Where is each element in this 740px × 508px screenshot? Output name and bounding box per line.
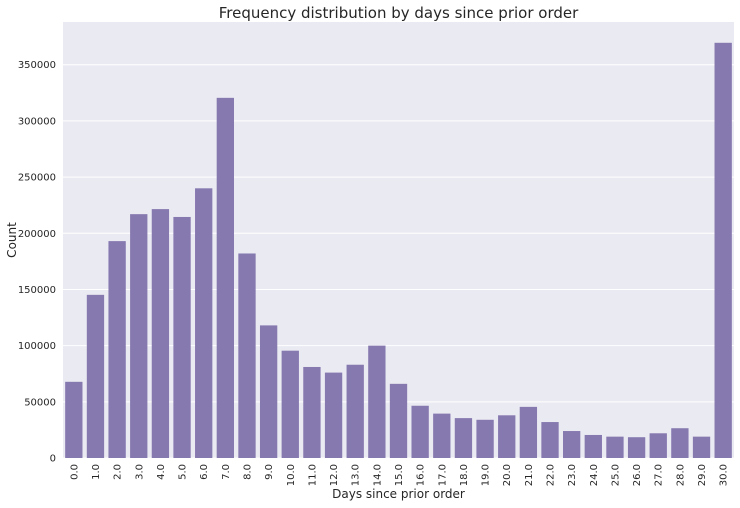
bar-12.0 — [324, 372, 343, 458]
x-tick-label: 9.0 — [264, 464, 275, 480]
y-axis-ticks: 0 50000 100000 150000 200000 250000 300000 3500… — [18, 60, 56, 464]
bar-11.0 — [303, 366, 321, 458]
bar-22.0 — [541, 422, 559, 458]
bars — [65, 42, 732, 459]
x-tick-label: 6.0 — [199, 464, 210, 480]
bar-10.0 — [281, 350, 299, 458]
x-tick-label: 1.0 — [91, 464, 102, 480]
bar-6.0 — [195, 188, 213, 459]
x-tick-label: 5.0 — [178, 464, 189, 480]
x-tick-label: 20.0 — [502, 464, 513, 486]
x-tick-label: 16.0 — [416, 464, 427, 486]
x-tick-label: 2.0 — [113, 464, 124, 480]
x-tick-label: 24.0 — [589, 464, 600, 486]
x-tick-label: 22.0 — [546, 464, 557, 486]
x-tick-label: 11.0 — [307, 464, 318, 486]
bar-28.0 — [671, 428, 689, 458]
x-tick-label: 14.0 — [372, 464, 383, 486]
y-axis-label: Count — [5, 222, 19, 258]
y-tick-label: 350000 — [18, 60, 56, 71]
x-tick-label: 4.0 — [156, 464, 167, 480]
bar-20.0 — [498, 415, 516, 458]
y-tick-label: 50000 — [24, 397, 56, 408]
x-tick-label: 19.0 — [481, 464, 492, 486]
x-axis-ticks: 0.0 1.0 2.0 3.0 4.0 5.0 6.0 7.0 8.0 9.0 10.0 11.0 12… — [69, 464, 729, 486]
x-tick-label: 25.0 — [610, 464, 621, 486]
bar-13.0 — [346, 364, 364, 458]
bar-26.0 — [627, 437, 646, 458]
chart-title: Frequency distribution by days since pri… — [219, 4, 579, 22]
bar-25.0 — [606, 436, 624, 458]
y-tick-label: 250000 — [18, 173, 56, 184]
bar-29.0 — [692, 436, 711, 458]
x-tick-label: 29.0 — [697, 464, 708, 486]
x-tick-label: 27.0 — [654, 464, 665, 486]
bar-2.0 — [108, 241, 126, 458]
x-tick-label: 23.0 — [567, 464, 578, 486]
x-axis-label: Days since prior order — [332, 487, 465, 501]
bar-16.0 — [411, 405, 429, 458]
x-tick-label: 8.0 — [242, 464, 253, 480]
bar-15.0 — [389, 383, 408, 458]
bar-27.0 — [649, 433, 667, 458]
x-tick-label: 28.0 — [675, 464, 686, 486]
y-tick-label: 0 — [50, 454, 56, 465]
bar-1.0 — [86, 294, 105, 458]
bar-30.0 — [714, 42, 732, 458]
bar-23.0 — [563, 431, 581, 458]
bar-0.0 — [65, 381, 83, 458]
x-tick-label: 10.0 — [286, 464, 297, 486]
y-tick-label: 300000 — [18, 116, 56, 127]
bar-14.0 — [368, 345, 386, 458]
x-tick-label: 15.0 — [394, 464, 405, 486]
bar-7.0 — [216, 97, 234, 458]
bar-4.0 — [151, 209, 170, 458]
bar-3.0 — [130, 214, 148, 458]
bar-8.0 — [238, 253, 256, 458]
bar-5.0 — [173, 216, 191, 458]
bar-17.0 — [433, 413, 451, 458]
x-tick-label: 7.0 — [221, 464, 232, 480]
bar-18.0 — [454, 418, 473, 458]
x-tick-label: 3.0 — [134, 464, 145, 480]
bar-9.0 — [259, 325, 278, 458]
x-tick-label: 0.0 — [69, 464, 80, 480]
bar-21.0 — [519, 406, 538, 458]
bar-24.0 — [584, 434, 602, 458]
y-tick-label: 150000 — [18, 285, 56, 296]
x-tick-label: 18.0 — [459, 464, 470, 486]
x-tick-label: 17.0 — [437, 464, 448, 486]
y-tick-label: 200000 — [18, 229, 56, 240]
x-tick-label: 30.0 — [719, 464, 730, 486]
x-tick-label: 21.0 — [524, 464, 535, 486]
y-tick-label: 100000 — [18, 341, 56, 352]
x-tick-label: 26.0 — [632, 464, 643, 486]
x-tick-label: 12.0 — [329, 464, 340, 486]
bar-19.0 — [476, 419, 494, 458]
x-tick-label: 13.0 — [351, 464, 362, 486]
